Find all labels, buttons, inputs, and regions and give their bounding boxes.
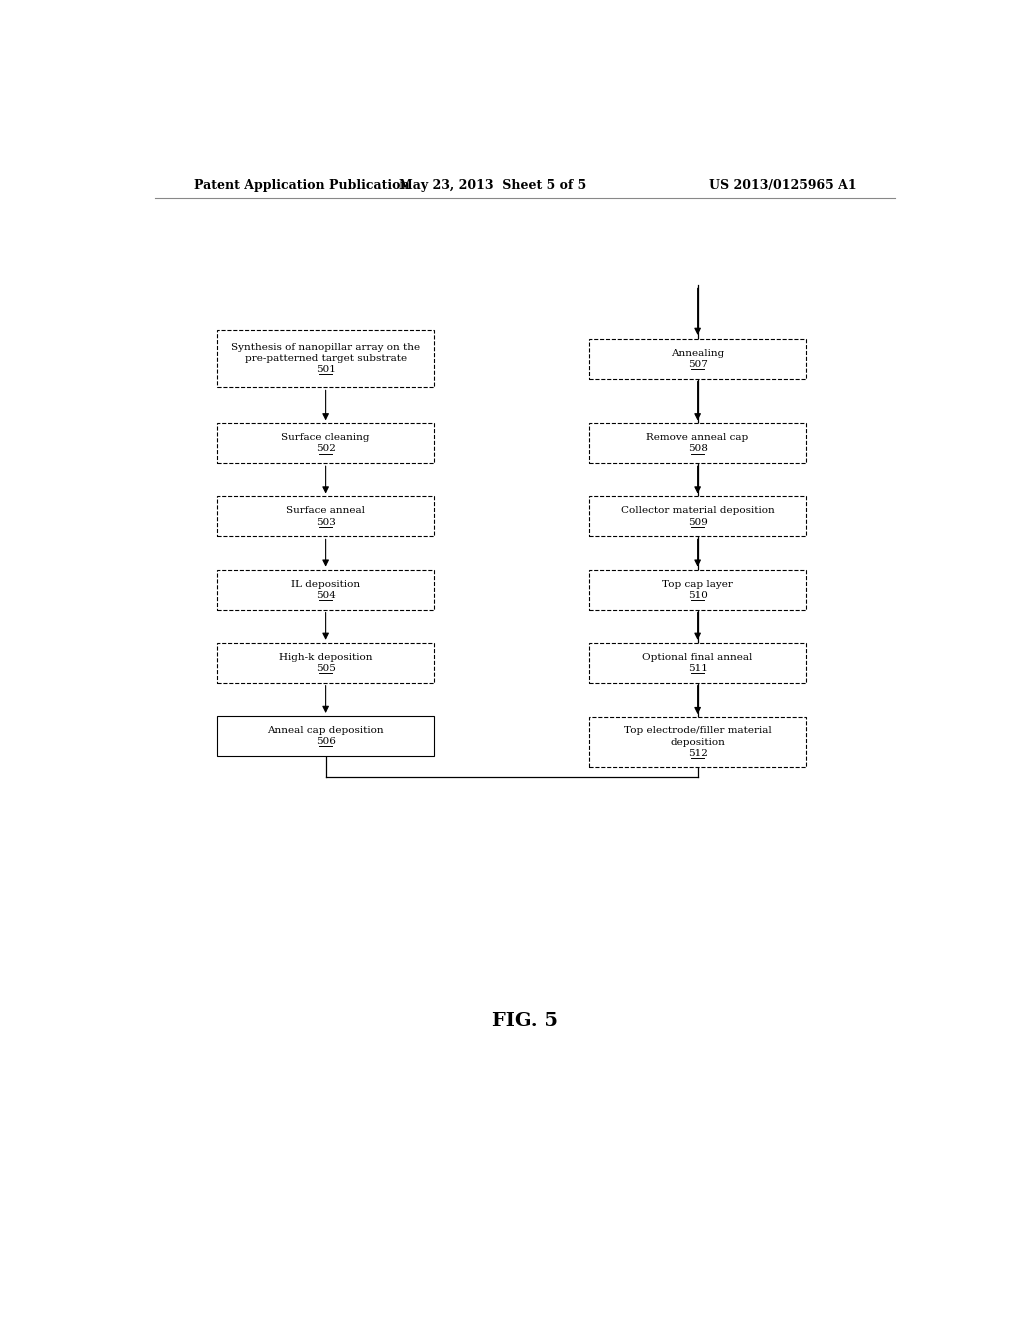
Text: Collector material deposition: Collector material deposition xyxy=(621,507,774,515)
Text: 510: 510 xyxy=(688,590,708,599)
Text: IL deposition: IL deposition xyxy=(291,579,360,589)
Bar xyxy=(217,496,434,536)
Bar xyxy=(217,715,434,756)
Text: 503: 503 xyxy=(315,517,336,527)
Text: High-k deposition: High-k deposition xyxy=(279,652,373,661)
Text: Annealing: Annealing xyxy=(671,348,724,358)
Text: 505: 505 xyxy=(315,664,336,673)
Bar xyxy=(589,424,806,463)
Text: 501: 501 xyxy=(315,366,336,375)
Bar xyxy=(589,339,806,379)
Bar xyxy=(589,643,806,682)
Bar xyxy=(589,717,806,767)
Text: Patent Application Publication: Patent Application Publication xyxy=(194,178,410,191)
Text: deposition: deposition xyxy=(670,738,725,747)
Text: 512: 512 xyxy=(688,748,708,758)
Text: 504: 504 xyxy=(315,590,336,599)
Bar xyxy=(589,570,806,610)
Text: 507: 507 xyxy=(688,359,708,368)
Text: 511: 511 xyxy=(688,664,708,673)
Text: Optional final anneal: Optional final anneal xyxy=(642,652,753,661)
Text: Surface cleaning: Surface cleaning xyxy=(282,433,370,442)
Text: Remove anneal cap: Remove anneal cap xyxy=(646,433,749,442)
Text: FIG. 5: FIG. 5 xyxy=(492,1012,558,1030)
Text: 509: 509 xyxy=(688,517,708,527)
Text: May 23, 2013  Sheet 5 of 5: May 23, 2013 Sheet 5 of 5 xyxy=(398,178,586,191)
Bar xyxy=(217,643,434,682)
Bar xyxy=(217,424,434,463)
Text: 502: 502 xyxy=(315,445,336,453)
Text: 506: 506 xyxy=(315,737,336,746)
Text: 508: 508 xyxy=(688,445,708,453)
Bar xyxy=(589,496,806,536)
Text: Top cap layer: Top cap layer xyxy=(663,579,733,589)
Text: Anneal cap deposition: Anneal cap deposition xyxy=(267,726,384,735)
Bar xyxy=(217,330,434,388)
Text: Surface anneal: Surface anneal xyxy=(286,507,366,515)
Text: Synthesis of nanopillar array on the: Synthesis of nanopillar array on the xyxy=(231,343,420,352)
Bar xyxy=(217,570,434,610)
Text: Top electrode/filler material: Top electrode/filler material xyxy=(624,726,771,735)
Text: pre-patterned target substrate: pre-patterned target substrate xyxy=(245,354,407,363)
Text: US 2013/0125965 A1: US 2013/0125965 A1 xyxy=(709,178,856,191)
